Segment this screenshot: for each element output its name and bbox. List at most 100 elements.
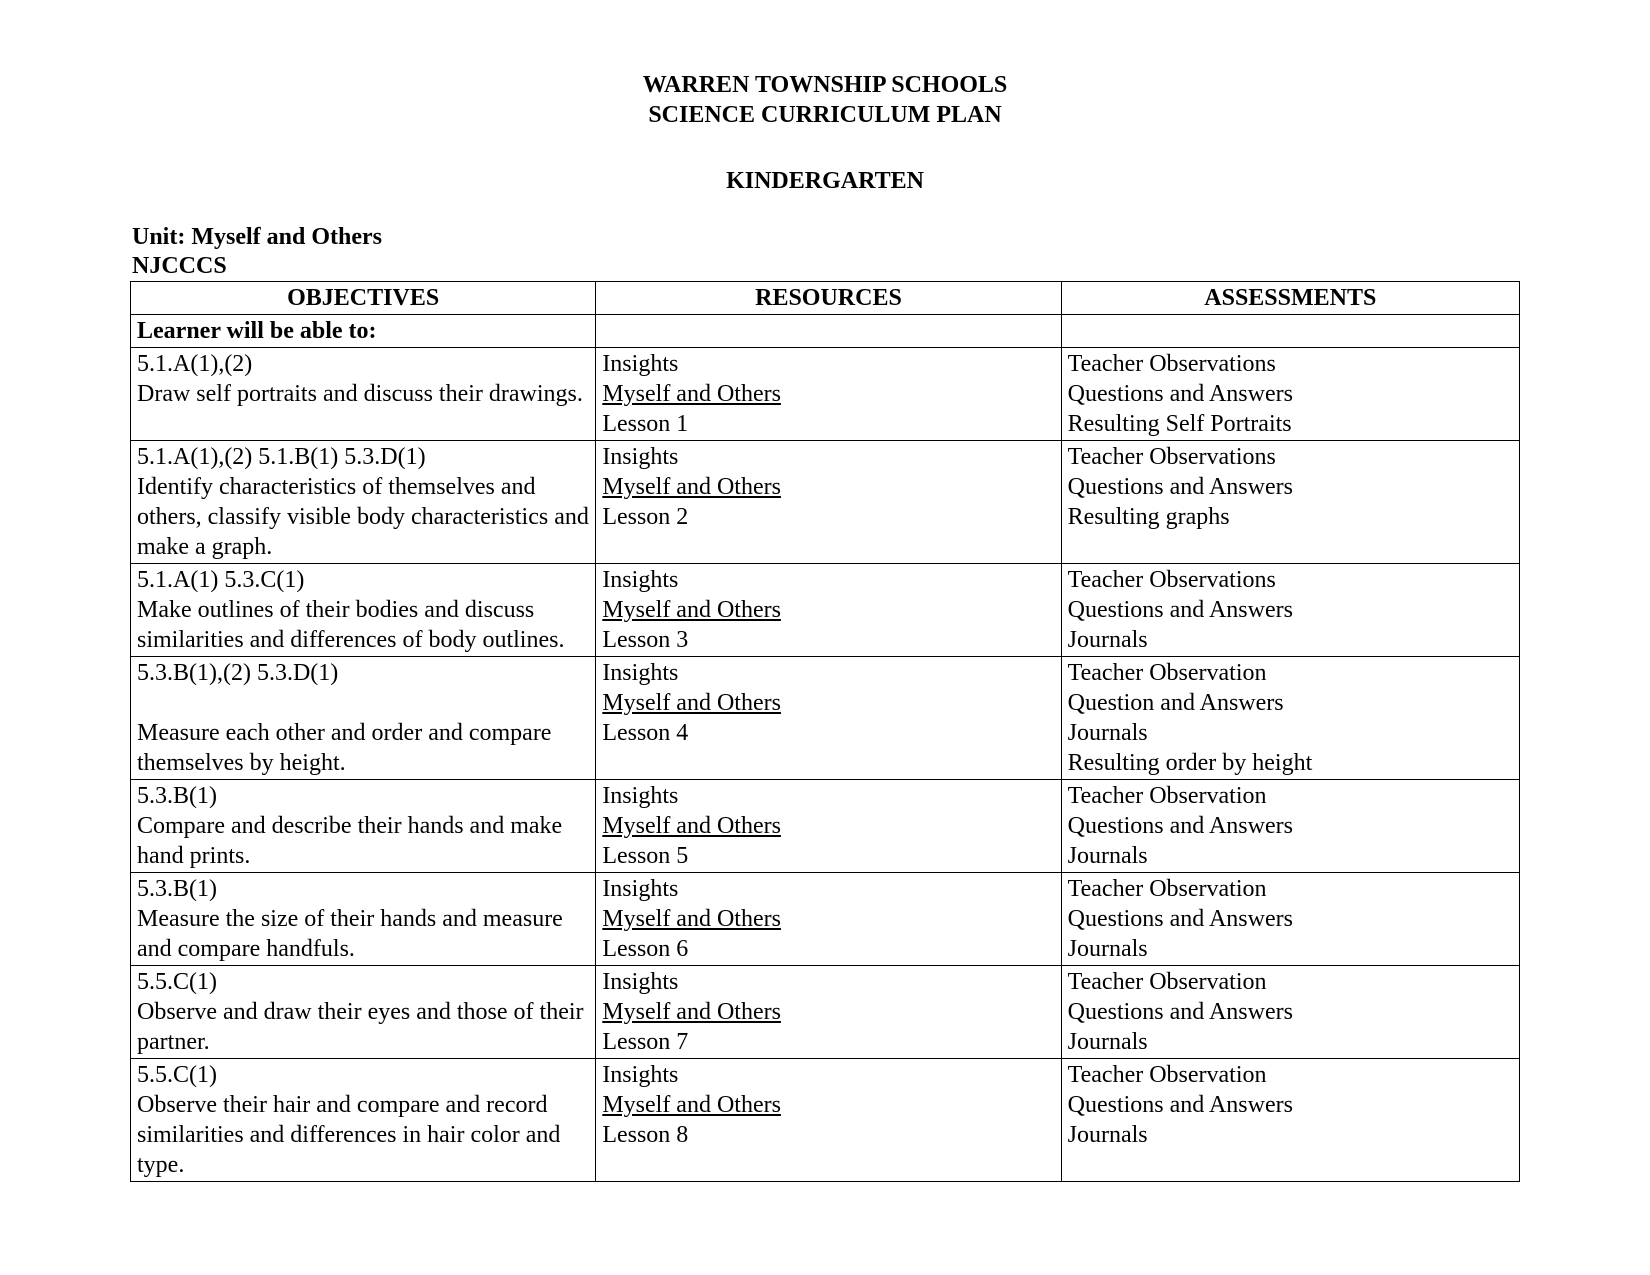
table-body: Learner will be able to: 5.1.A(1),(2)Dra… (131, 314, 1520, 1181)
resource-lesson: Lesson 6 (602, 934, 1054, 964)
objective-text: Compare and describe their hands and mak… (137, 811, 589, 871)
assessment-line: Questions and Answers (1068, 379, 1513, 409)
table-header-row: OBJECTIVES RESOURCES ASSESSMENTS (131, 281, 1520, 314)
assessment-line: Journals (1068, 1120, 1513, 1150)
objectives-cell: 5.5.C(1)Observe their hair and compare a… (131, 1058, 596, 1181)
resource-title: Myself and Others (602, 1090, 1054, 1120)
table-row: 5.3.B(1),(2) 5.3.D(1) Measure each other… (131, 656, 1520, 779)
resource-line: Insights (602, 658, 1054, 688)
table-row: 5.3.B(1)Measure the size of their hands … (131, 872, 1520, 965)
resources-cell: InsightsMyself and OthersLesson 7 (596, 965, 1061, 1058)
assessment-line: Teacher Observations (1068, 565, 1513, 595)
table-row: 5.5.C(1)Observe their hair and compare a… (131, 1058, 1520, 1181)
objective-code: 5.3.B(1),(2) 5.3.D(1) (137, 658, 589, 688)
resource-line: Insights (602, 349, 1054, 379)
assessment-line: Teacher Observation (1068, 658, 1513, 688)
table-row: 5.3.B(1)Compare and describe their hands… (131, 779, 1520, 872)
assessment-line: Questions and Answers (1068, 997, 1513, 1027)
empty-cell (596, 314, 1061, 347)
resource-line: Insights (602, 781, 1054, 811)
standards-label: NJCCCS (132, 252, 1520, 281)
assessments-cell: Teacher ObservationsQuestions and Answer… (1061, 347, 1519, 440)
col-header-assessments: ASSESSMENTS (1061, 281, 1519, 314)
table-row: 5.1.A(1),(2) 5.1.B(1) 5.3.D(1)Identify c… (131, 440, 1520, 563)
subhead-cell: Learner will be able to: (131, 314, 596, 347)
resource-title: Myself and Others (602, 472, 1054, 502)
assessments-cell: Teacher ObservationQuestions and Answers… (1061, 779, 1519, 872)
assessments-cell: Teacher ObservationQuestion and AnswersJ… (1061, 656, 1519, 779)
objective-text: Make outlines of their bodies and discus… (137, 595, 589, 655)
objective-text: Identify characteristics of themselves a… (137, 472, 589, 562)
header-line-2: SCIENCE CURRICULUM PLAN (130, 100, 1520, 130)
resource-title: Myself and Others (602, 997, 1054, 1027)
assessments-cell: Teacher ObservationQuestions and Answers… (1061, 965, 1519, 1058)
resources-cell: InsightsMyself and OthersLesson 5 (596, 779, 1061, 872)
objectives-cell: 5.1.A(1),(2)Draw self portraits and disc… (131, 347, 596, 440)
col-header-objectives: OBJECTIVES (131, 281, 596, 314)
resource-title: Myself and Others (602, 811, 1054, 841)
resource-line: Insights (602, 442, 1054, 472)
resource-line: Insights (602, 967, 1054, 997)
resource-line: Insights (602, 874, 1054, 904)
objective-code: 5.3.B(1) (137, 874, 589, 904)
objectives-cell: 5.1.A(1),(2) 5.1.B(1) 5.3.D(1)Identify c… (131, 440, 596, 563)
assessments-cell: Teacher ObservationsQuestions and Answer… (1061, 440, 1519, 563)
objective-text: Observe their hair and compare and recor… (137, 1090, 589, 1180)
objectives-cell: 5.3.B(1),(2) 5.3.D(1) Measure each other… (131, 656, 596, 779)
resource-title: Myself and Others (602, 904, 1054, 934)
curriculum-table: OBJECTIVES RESOURCES ASSESSMENTS Learner… (130, 281, 1520, 1182)
resource-lesson: Lesson 2 (602, 502, 1054, 532)
table-subhead-row: Learner will be able to: (131, 314, 1520, 347)
empty-cell (1061, 314, 1519, 347)
assessment-line: Journals (1068, 934, 1513, 964)
resource-lesson: Lesson 1 (602, 409, 1054, 439)
resource-lesson: Lesson 7 (602, 1027, 1054, 1057)
objective-code: 5.1.A(1) 5.3.C(1) (137, 565, 589, 595)
unit-block: Unit: Myself and Others NJCCCS (130, 223, 1520, 281)
assessment-line: Journals (1068, 718, 1513, 748)
assessment-line: Teacher Observations (1068, 442, 1513, 472)
objective-code: 5.1.A(1),(2) (137, 349, 589, 379)
assessment-line: Teacher Observation (1068, 1060, 1513, 1090)
objectives-cell: 5.1.A(1) 5.3.C(1)Make outlines of their … (131, 563, 596, 656)
document-page: WARREN TOWNSHIP SCHOOLS SCIENCE CURRICUL… (0, 0, 1650, 1182)
resource-title: Myself and Others (602, 379, 1054, 409)
assessment-line: Journals (1068, 625, 1513, 655)
table-row: 5.1.A(1) 5.3.C(1)Make outlines of their … (131, 563, 1520, 656)
resource-title: Myself and Others (602, 688, 1054, 718)
assessment-line: Journals (1068, 1027, 1513, 1057)
col-header-resources: RESOURCES (596, 281, 1061, 314)
blank-line (137, 688, 589, 718)
assessments-cell: Teacher ObservationQuestions and Answers… (1061, 872, 1519, 965)
objective-text: Draw self portraits and discuss their dr… (137, 379, 589, 409)
assessment-line: Questions and Answers (1068, 1090, 1513, 1120)
objective-code: 5.5.C(1) (137, 1060, 589, 1090)
resources-cell: InsightsMyself and OthersLesson 8 (596, 1058, 1061, 1181)
objectives-cell: 5.3.B(1)Compare and describe their hands… (131, 779, 596, 872)
assessment-line: Questions and Answers (1068, 595, 1513, 625)
resources-cell: InsightsMyself and OthersLesson 3 (596, 563, 1061, 656)
grade-level: KINDERGARTEN (130, 168, 1520, 195)
objective-code: 5.5.C(1) (137, 967, 589, 997)
resources-cell: InsightsMyself and OthersLesson 6 (596, 872, 1061, 965)
objectives-cell: 5.5.C(1)Observe and draw their eyes and … (131, 965, 596, 1058)
objective-text: Measure the size of their hands and meas… (137, 904, 589, 964)
header-line-1: WARREN TOWNSHIP SCHOOLS (130, 70, 1520, 100)
resources-cell: InsightsMyself and OthersLesson 1 (596, 347, 1061, 440)
assessment-line: Teacher Observation (1068, 874, 1513, 904)
objective-text: Observe and draw their eyes and those of… (137, 997, 589, 1057)
assessment-line: Resulting graphs (1068, 502, 1513, 532)
objectives-cell: 5.3.B(1)Measure the size of their hands … (131, 872, 596, 965)
resources-cell: InsightsMyself and OthersLesson 2 (596, 440, 1061, 563)
assessment-line: Teacher Observations (1068, 349, 1513, 379)
resource-lesson: Lesson 3 (602, 625, 1054, 655)
resource-title: Myself and Others (602, 595, 1054, 625)
assessment-line: Resulting order by height (1068, 748, 1513, 778)
assessment-line: Questions and Answers (1068, 811, 1513, 841)
objective-code: 5.3.B(1) (137, 781, 589, 811)
assessment-line: Teacher Observation (1068, 781, 1513, 811)
table-row: 5.1.A(1),(2)Draw self portraits and disc… (131, 347, 1520, 440)
unit-label: Unit: Myself and Others (132, 223, 1520, 252)
resources-cell: InsightsMyself and OthersLesson 4 (596, 656, 1061, 779)
resource-lesson: Lesson 5 (602, 841, 1054, 871)
